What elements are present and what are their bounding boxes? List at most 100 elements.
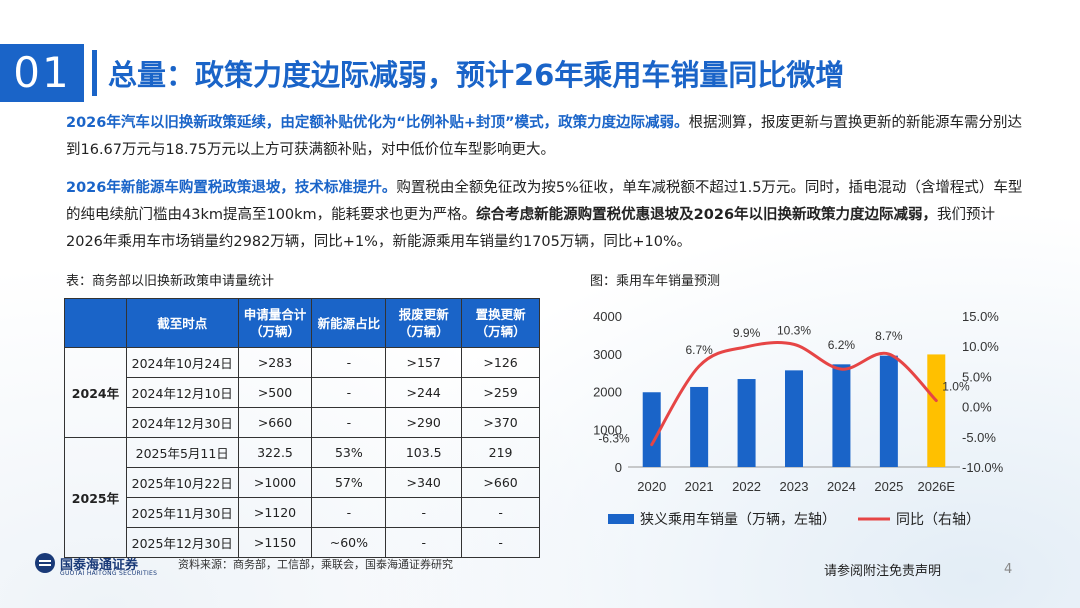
table-cell: >660 <box>237 407 313 438</box>
left-axis-tick: 4000 <box>593 309 622 324</box>
table-cell: >660 <box>461 467 540 498</box>
table-cell: 103.5 <box>385 437 463 468</box>
chart-title: 图：乘用车年销量预测 <box>590 274 721 289</box>
table-cell: - <box>461 527 540 558</box>
year-cell: 2025年 <box>64 437 127 558</box>
table-row: 2025年12月30日 >1150 ~60% - - <box>65 527 540 558</box>
table-cell: 219 <box>461 437 540 468</box>
sales-bar <box>927 354 946 467</box>
table-header <box>64 298 127 348</box>
right-axis-tick: 15.0% <box>962 309 999 324</box>
table-cell: >1000 <box>237 467 313 498</box>
sales-bar <box>832 364 851 467</box>
table-cell: 2025年11月30日 <box>125 497 239 528</box>
table-cell: 2025年10月22日 <box>125 467 239 498</box>
table-cell: >290 <box>385 407 463 438</box>
policy-table: 截至时点 申请量合计（万辆） 新能源占比 报废更新（万辆） 置换更新（万辆） 2… <box>64 298 540 558</box>
yoy-data-label: 6.7% <box>685 343 713 357</box>
x-axis-tick: 2020 <box>637 479 666 494</box>
paragraph-1-text: 根据测算，报废更新与置换更新的新能源车需分别达到16.67万元与18.75万元以… <box>66 115 1023 158</box>
title-divider <box>92 50 97 96</box>
table-cell: 2024年12月30日 <box>125 407 239 438</box>
table-row: 2024年 2024年10月24日 >283 - >157 >126 <box>64 347 540 438</box>
table-cell: >126 <box>461 347 540 378</box>
left-axis-tick: 1000 <box>593 422 622 437</box>
x-axis-tick: 2023 <box>780 479 809 494</box>
table-cell: 53% <box>311 437 387 468</box>
yoy-data-label: -6.3% <box>598 432 630 446</box>
disclaimer: 请参阅附注免责声明 <box>824 564 942 579</box>
yoy-data-label: 6.2% <box>828 338 856 352</box>
table-row: 2024年12月10日 >500 - >244 >259 <box>65 377 540 408</box>
legend-bar-label: 狭义乘用车销量（万辆，左轴） <box>640 511 836 527</box>
table-header: 截至时点 <box>125 298 239 348</box>
table-cell: 322.5 <box>237 437 313 468</box>
table-cell: 2025年12月30日 <box>125 527 239 558</box>
table-cell: 2024年12月10日 <box>125 377 239 408</box>
x-axis-tick: 2022 <box>732 479 761 494</box>
table-header: 报废更新（万辆） <box>385 298 463 348</box>
right-axis-tick: 5.0% <box>962 369 992 384</box>
sales-bar <box>737 379 756 467</box>
table-cell: >1150 <box>237 527 313 558</box>
yoy-line <box>650 341 938 447</box>
table-cell: >157 <box>385 347 463 378</box>
table-cell: - <box>461 497 540 528</box>
table-cell: 2025年5月11日 <box>125 437 239 468</box>
source-note: 资料来源：商务部，工信部，乘联会，国泰海通证券研究 <box>178 558 453 571</box>
yoy-data-label: 1.0% <box>942 380 970 394</box>
table-row: 2025年 2025年5月11日 322.5 53% 103.5 219 <box>64 437 540 558</box>
table-cell: - <box>311 347 387 378</box>
x-axis-tick: 2024 <box>827 479 856 494</box>
table-cell: >244 <box>385 377 463 408</box>
table-cell: - <box>385 497 463 528</box>
table-header: 申请量合计（万辆） <box>237 298 313 348</box>
table-cell: - <box>311 497 387 528</box>
brand-name: 国泰海通证券 <box>60 558 139 573</box>
paragraph-2-highlight: 2026年新能源车购置税政策退坡，技术标准提升。 <box>66 180 397 196</box>
paragraph-2-text: 购置税由全额免征改为按5%征收，单车减税额不超过1.5万元。同时，插电混动（含增… <box>66 180 1023 223</box>
table-row: 2025年11月30日 >1120 - - - <box>65 497 540 528</box>
table-cell: >283 <box>237 347 313 378</box>
table-cell: 2024年10月24日 <box>125 347 239 378</box>
right-axis-tick: -10.0% <box>962 460 1004 475</box>
table-cell: - <box>311 377 387 408</box>
page-title: 总量：政策力度边际减弱，预计26年乘用车销量同比微增 <box>108 58 845 92</box>
table-cell: ~60% <box>311 527 387 558</box>
sales-bar <box>785 370 803 467</box>
table-row: 2024年12月30日 >660 - >290 >370 <box>65 407 540 438</box>
table-row: 2025年10月22日 >1000 57% >340 >660 <box>65 467 540 498</box>
right-axis-tick: 0.0% <box>962 400 992 415</box>
table-caption: 表：商务部以旧换新政策申请量统计 <box>66 274 275 289</box>
left-axis-tick: 0 <box>615 460 622 475</box>
right-axis-tick: -5.0% <box>962 430 996 445</box>
table-cell: 57% <box>311 467 387 498</box>
page-number: 4 <box>1004 562 1013 577</box>
paragraph-2-text2: 我们预计2026年乘用车市场销量约2982万辆，同比+1%，新能源乘用车销量约1… <box>66 207 996 250</box>
table-cell: >1120 <box>237 497 313 528</box>
x-axis-tick: 2021 <box>685 479 714 494</box>
paragraph-1-highlight: 2026年汽车以旧换新政策延续，由定额补贴优化为“比例补贴+封顶”模式，政策力度… <box>66 115 689 131</box>
sales-forecast-chart: 0 1000 2000 3000 4000 -10.0% -5.0% 0.0% 5.0% 10.… <box>593 309 1004 527</box>
table-cell: >259 <box>461 377 540 408</box>
sales-bar <box>690 386 709 467</box>
year-cell: 2024年 <box>64 347 127 438</box>
paragraph-2-bold: 综合考虑新能源购置税优惠退坡及2026年以旧换新政策力度边际减弱， <box>476 207 938 223</box>
yoy-data-label: 10.3% <box>777 323 811 337</box>
left-axis-tick: 2000 <box>593 385 622 400</box>
right-axis-tick: 10.0% <box>962 339 999 354</box>
table-header: 新能源占比 <box>311 298 387 348</box>
x-axis-tick: 2025 <box>874 479 903 494</box>
legend-bar-swatch <box>608 514 634 524</box>
left-axis-tick: 3000 <box>593 347 622 362</box>
yoy-data-label: 9.9% <box>733 326 761 340</box>
sales-bar <box>642 392 661 467</box>
sales-bar <box>879 355 898 467</box>
legend-line-label: 同比（右轴） <box>896 511 980 527</box>
x-axis-tick: 2026E <box>917 479 955 494</box>
table-cell: - <box>385 527 463 558</box>
table-cell: >340 <box>385 467 463 498</box>
brand-name-en: GUOTAI HAITONG SECURITIES <box>60 570 158 577</box>
yoy-data-label: 8.7% <box>875 329 903 343</box>
table-header: 置换更新（万辆） <box>461 298 540 348</box>
